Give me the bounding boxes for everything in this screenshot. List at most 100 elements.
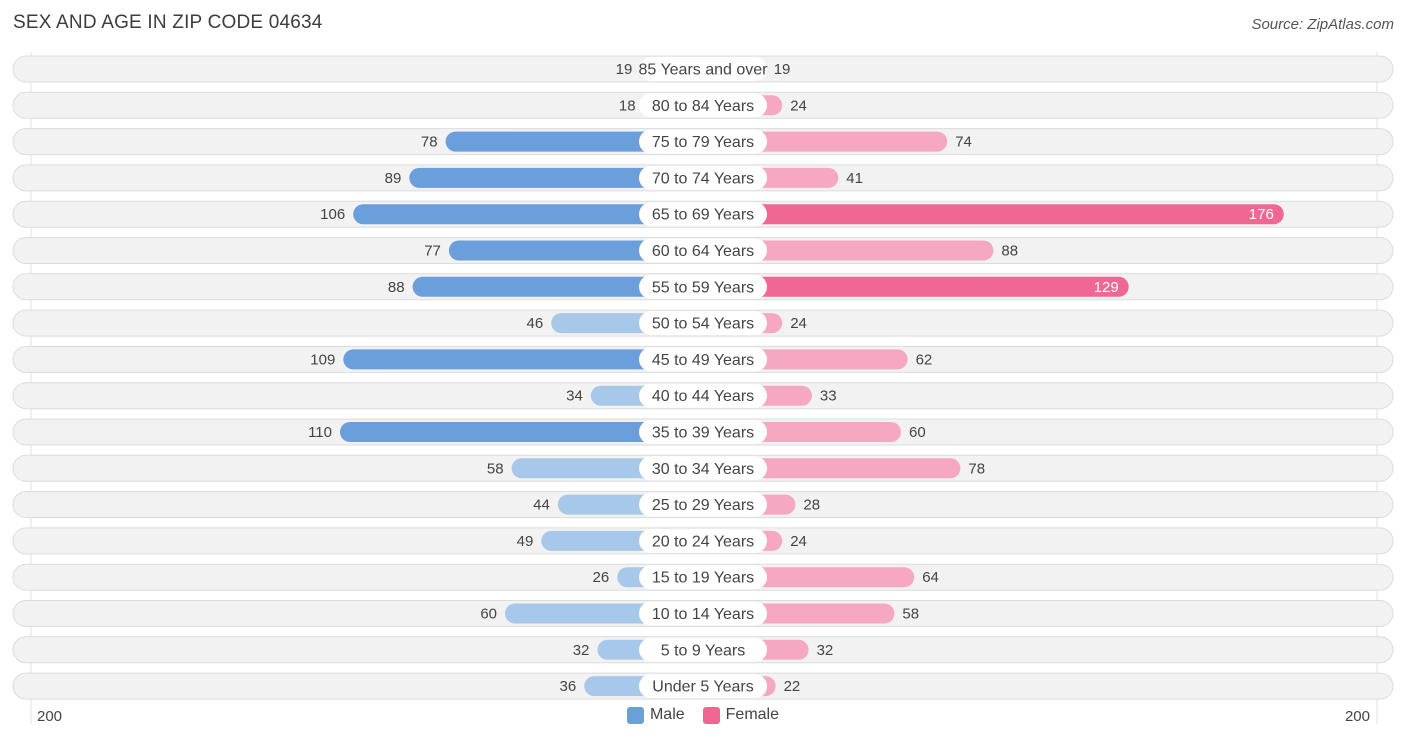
legend-swatch-female: [702, 706, 720, 724]
female-bar: [703, 458, 961, 479]
chart-row: 106 176 65 to 69 Years: [12, 200, 1394, 228]
category-label-background: [639, 274, 767, 299]
legend-label-male: Male: [649, 706, 685, 723]
category-label-background: [639, 165, 767, 190]
female-value-label: 22: [784, 678, 801, 695]
category-label: 70 to 74 Years: [652, 170, 754, 187]
chart-row: 88 129 55 to 59 Years: [12, 273, 1394, 301]
category-label-background: [639, 57, 767, 81]
male-value-label: 44: [533, 497, 550, 514]
male-bar: [343, 349, 703, 370]
category-label-background: [639, 311, 767, 336]
chart-row: 77 88 60 to 64 Years: [12, 237, 1394, 264]
axis-left-max-label: 200: [37, 708, 63, 725]
female-bar: [703, 204, 1284, 225]
chart-row: 58 78 30 to 34 Years: [12, 454, 1394, 482]
category-label-background: [639, 565, 767, 590]
male-value-label: 89: [385, 170, 402, 187]
male-bar: [409, 167, 703, 188]
legend-swatch-male: [626, 706, 644, 724]
category-label: 5 to 9 Years: [661, 642, 746, 659]
category-label: 65 to 69 Years: [652, 207, 754, 224]
category-label-background: [639, 420, 767, 444]
category-label: 10 to 14 Years: [652, 606, 754, 623]
chart-row: 49 24 20 to 24 Years: [12, 527, 1394, 555]
female-value-label: 24: [790, 97, 807, 114]
category-label: 60 to 64 Years: [652, 243, 754, 260]
female-value-label: 19: [774, 61, 791, 78]
female-value-label: 129: [1094, 279, 1119, 296]
category-label: 85 Years and over: [639, 62, 769, 79]
male-value-label: 34: [566, 388, 583, 405]
chart-row: 78 74 75 to 79 Years: [12, 128, 1394, 156]
category-label: Under 5 Years: [652, 679, 753, 696]
chart-row: 89 41 70 to 74 Years: [12, 164, 1394, 192]
male-value-label: 19: [616, 61, 633, 78]
category-label: 15 to 19 Years: [652, 570, 754, 587]
category-label: 35 to 39 Years: [652, 425, 754, 442]
male-bar: [448, 240, 703, 261]
female-value-label: 32: [817, 642, 834, 659]
female-value-label: 24: [790, 315, 807, 332]
category-label-background: [639, 528, 767, 553]
female-bar: [703, 276, 1129, 297]
category-label: 25 to 29 Years: [652, 497, 754, 514]
chart-row: 60 58 10 to 14 Years: [12, 600, 1394, 627]
female-bar: [703, 240, 994, 261]
category-label-background: [639, 456, 767, 481]
male-bar: [340, 422, 703, 442]
category-label: 45 to 49 Years: [652, 352, 754, 369]
chart-row: 32 32 5 to 9 Years: [12, 636, 1394, 664]
female-value-label: 24: [790, 533, 807, 550]
female-value-label: 176: [1249, 206, 1274, 223]
category-label-background: [639, 383, 767, 408]
male-value-label: 110: [308, 424, 332, 441]
legend-label-female: Female: [725, 706, 780, 723]
female-value-label: 28: [803, 497, 820, 514]
female-value-label: 41: [846, 170, 863, 187]
male-value-label: 106: [320, 206, 345, 223]
category-label: 80 to 84 Years: [652, 98, 754, 115]
female-value-label: 78: [968, 460, 985, 477]
male-value-label: 18: [619, 97, 636, 114]
category-label: 20 to 24 Years: [652, 533, 754, 550]
chart-legend: Male Female: [0, 706, 1406, 724]
chart-source: Source: ZipAtlas.com: [1251, 16, 1394, 33]
male-value-label: 58: [487, 460, 504, 477]
category-label-background: [639, 601, 767, 626]
category-label-background: [639, 93, 767, 118]
category-label-background: [639, 347, 767, 372]
category-label: 30 to 34 Years: [652, 461, 754, 478]
male-value-label: 109: [310, 351, 335, 368]
male-value-label: 26: [593, 569, 610, 586]
category-label: 50 to 54 Years: [652, 316, 754, 333]
chart-row: 26 64 15 to 19 Years: [12, 563, 1394, 591]
female-value-label: 60: [909, 424, 926, 441]
male-value-label: 46: [527, 315, 544, 332]
category-label-background: [639, 637, 767, 662]
chart-row: 34 33 40 to 44 Years: [12, 382, 1394, 410]
chart-title: SEX AND AGE IN ZIP CODE 04634: [13, 12, 323, 33]
female-value-label: 62: [916, 351, 933, 368]
category-label: 55 to 59 Years: [652, 279, 754, 296]
male-value-label: 88: [388, 279, 405, 296]
chart-row: 18 24 80 to 84 Years: [12, 91, 1394, 119]
category-label-background: [639, 202, 767, 227]
chart-row: 19 19 85 Years and over: [12, 55, 1394, 83]
male-value-label: 77: [424, 243, 441, 260]
chart-row: 46 24 50 to 54 Years: [12, 309, 1394, 337]
category-label-background: [639, 674, 767, 699]
chart-row: 109 62 45 to 49 Years: [12, 345, 1394, 373]
male-bar: [445, 131, 703, 152]
female-value-label: 33: [820, 388, 837, 405]
male-value-label: 32: [573, 642, 590, 659]
category-label-background: [639, 238, 767, 263]
female-value-label: 58: [902, 606, 919, 623]
female-value-label: 74: [955, 134, 972, 151]
category-label: 75 to 79 Years: [652, 134, 754, 151]
male-bar: [412, 276, 703, 297]
axis-right-max-label: 200: [1344, 708, 1370, 725]
category-label-background: [639, 129, 767, 154]
male-value-label: 49: [517, 533, 534, 550]
